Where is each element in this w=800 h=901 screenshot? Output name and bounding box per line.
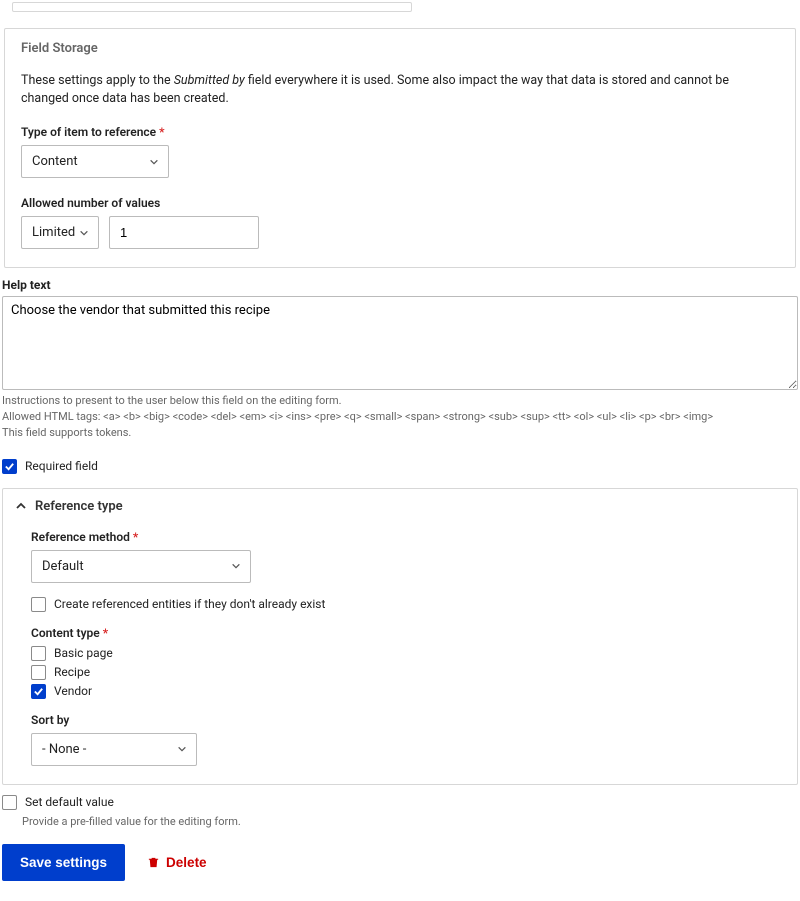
allowed-values-row: Limited <box>21 216 779 249</box>
content-type-option-row[interactable]: Basic page <box>31 646 777 661</box>
help-hint1: Instructions to present to the user belo… <box>2 393 798 409</box>
set-default-value-checkbox[interactable] <box>2 795 17 810</box>
help-text-label: Help text <box>2 278 798 292</box>
content-type-option-label: Recipe <box>54 665 90 679</box>
required-field-row[interactable]: Required field <box>2 459 798 474</box>
create-entities-row[interactable]: Create referenced entities if they don't… <box>31 597 777 612</box>
field-storage-title: Field Storage <box>21 41 779 56</box>
allowed-values-label: Allowed number of values <box>21 196 779 210</box>
set-default-value-hint: Provide a pre-filled value for the editi… <box>22 814 798 830</box>
sort-by-select[interactable]: - None - <box>31 733 197 766</box>
help-hint2: Allowed HTML tags: <a> <b> <big> <code> … <box>2 409 798 425</box>
reference-method-select[interactable]: Default <box>31 550 251 583</box>
content-type-checkbox-basic-page[interactable] <box>31 646 46 661</box>
help-text-textarea[interactable] <box>2 296 798 390</box>
content-type-option-row[interactable]: Recipe <box>31 665 777 680</box>
reference-type-body: Reference method * Default Create refere… <box>3 524 797 784</box>
type-of-item-label: Type of item to reference * <box>21 125 779 139</box>
sort-by-label: Sort by <box>31 713 777 727</box>
delete-button[interactable]: Delete <box>143 849 211 876</box>
allowed-mode-select[interactable]: Limited <box>21 216 99 249</box>
sort-by-select-wrap[interactable]: - None - <box>31 733 197 766</box>
content-type-checkbox-recipe[interactable] <box>31 665 46 680</box>
form-actions: Save settings Delete <box>2 844 798 881</box>
reference-method-select-wrap[interactable]: Default <box>31 550 251 583</box>
label-text: Content type <box>31 626 100 640</box>
create-entities-label: Create referenced entities if they don't… <box>54 597 325 611</box>
set-default-value-label: Set default value <box>25 795 114 809</box>
required-marker: * <box>100 626 108 640</box>
content-type-option-label: Vendor <box>54 684 92 698</box>
type-of-item-select-wrap[interactable]: Content <box>21 145 169 178</box>
set-default-value-row[interactable]: Set default value <box>2 795 798 810</box>
reference-type-summary[interactable]: Reference type <box>3 489 797 524</box>
content-type-option-label: Basic page <box>54 646 113 660</box>
type-of-item-select[interactable]: Content <box>21 145 169 178</box>
content-type-checkbox-vendor[interactable] <box>31 684 46 699</box>
content-type-label: Content type * <box>31 626 777 640</box>
save-settings-button[interactable]: Save settings <box>2 844 125 881</box>
field-storage-fieldset: Field Storage These settings apply to th… <box>4 28 796 268</box>
create-entities-checkbox[interactable] <box>31 597 46 612</box>
reference-type-title: Reference type <box>35 499 123 514</box>
reference-method-label: Reference method * <box>31 530 777 544</box>
required-field-checkbox[interactable] <box>2 459 17 474</box>
chevron-up-icon <box>15 500 27 512</box>
field-storage-description: These settings apply to the Submitted by… <box>21 72 779 107</box>
desc-pre: These settings apply to the <box>21 73 174 88</box>
label-text: Reference method <box>31 530 130 544</box>
required-field-label: Required field <box>25 459 98 473</box>
desc-em: Submitted by <box>174 73 245 88</box>
content-type-option-row[interactable]: Vendor <box>31 684 777 699</box>
required-marker: * <box>130 530 138 544</box>
reference-type-details: Reference type Reference method * Defaul… <box>2 488 798 785</box>
previous-field-box <box>12 2 412 12</box>
help-hint3: This field supports tokens. <box>2 425 798 441</box>
allowed-count-input[interactable] <box>109 216 259 249</box>
label-text: Type of item to reference <box>21 125 156 139</box>
allowed-mode-select-wrap[interactable]: Limited <box>21 216 99 249</box>
required-marker: * <box>156 125 164 139</box>
trash-icon <box>147 856 160 869</box>
delete-label: Delete <box>166 855 207 870</box>
